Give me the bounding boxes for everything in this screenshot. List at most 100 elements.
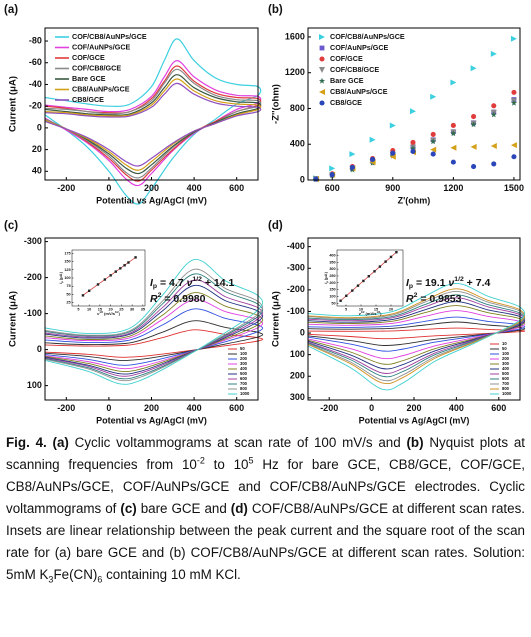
y-tick-label: 350 (329, 260, 335, 264)
cv-curve (44, 268, 264, 382)
label-part: I (150, 277, 154, 289)
inset-point (384, 260, 387, 263)
caption-text: Cyclic voltammograms at scan rate of 100… (68, 435, 407, 450)
x-axis-label: Potential vs Ag/AgCl (mV) (359, 415, 470, 425)
cv-curve (44, 320, 264, 362)
y-tick-label: 100 (64, 276, 70, 280)
marker (349, 151, 356, 158)
legend-label: 600 (240, 376, 248, 381)
x-tick-label: 400 (187, 403, 202, 413)
x-tick-label: 1500 (504, 183, 524, 193)
x-tick-label: 200 (144, 183, 159, 193)
rich-label: ν1/2 (mV/s1/2) (359, 310, 382, 316)
x-tick-label: 15 (98, 308, 102, 312)
marker (490, 111, 497, 118)
y-tick-label: 20 (32, 144, 42, 154)
inset-point (339, 299, 342, 302)
cv-curve (307, 327, 526, 340)
label-part: (mV/s (103, 311, 116, 316)
label-part: = 0.9853 (417, 293, 461, 305)
marker (430, 93, 437, 100)
y-tick-label: 150 (329, 288, 335, 292)
cv-curve (44, 329, 264, 358)
y-tick-label: 100 (27, 380, 42, 390)
label-part: R (406, 293, 414, 305)
y-tick-label: 1200 (285, 67, 305, 77)
cv-curve (44, 279, 264, 377)
marker (510, 99, 518, 106)
marker (319, 56, 325, 62)
label-part: ν (359, 311, 362, 316)
caption-text: Fe(CN) (53, 567, 98, 582)
label-part: + 7.4 (464, 277, 491, 289)
legend-label: COF/CB8/GCE (330, 65, 379, 74)
marker (511, 89, 517, 95)
caption-text: -2 (196, 455, 205, 466)
rich-label: R2 = 0.9980 (150, 292, 206, 304)
caption-text: to 10 (204, 457, 249, 472)
marker (470, 121, 477, 128)
marker (450, 122, 456, 129)
marker (410, 148, 416, 154)
marker (510, 35, 517, 42)
legend-label: 400 (240, 366, 248, 371)
marker (511, 154, 517, 160)
legend-label: CB8/AuNPs/GCE (330, 87, 388, 96)
label-part: p (409, 283, 413, 290)
x-tick-label: 20 (109, 308, 113, 312)
inset-point (127, 261, 130, 264)
marker (430, 131, 436, 137)
y-tick-label: 150 (64, 260, 70, 264)
inset-point (134, 256, 137, 259)
caption-text: containing 10 mM KCl. (102, 567, 241, 582)
marker (470, 65, 477, 72)
label-part: + 14.1 (202, 277, 235, 289)
y-tick-label: 50 (331, 301, 335, 305)
legend-label: 100 (502, 351, 510, 356)
cv-curve (44, 292, 264, 373)
caption-text: 3 (48, 574, 54, 585)
rich-label: Ip = 19.1 ν1/2 + 7.4 (406, 276, 490, 290)
marker (319, 67, 325, 73)
legend-label: 700 (502, 381, 510, 386)
y-tick-label: 200 (290, 371, 305, 381)
y-tick-label: -100 (24, 308, 42, 318)
legend-label: 400 (502, 366, 510, 371)
panel-label: (d) (268, 220, 283, 232)
y-tick-label: 0 (37, 344, 42, 354)
cv-curve (44, 259, 264, 385)
rich-label: Ip (μA) (323, 271, 329, 283)
legend-label: 300 (240, 361, 248, 366)
legend-label: 50 (240, 346, 245, 351)
y-tick-label: -40 (29, 79, 42, 89)
y-tick-label: 40 (32, 166, 42, 176)
x-tick-label: -200 (57, 403, 75, 413)
marker (329, 165, 336, 172)
x-tick-label: 0 (106, 183, 111, 193)
marker (471, 113, 477, 120)
marker (491, 103, 497, 109)
x-tick-label: -200 (320, 403, 338, 413)
inset-point (345, 294, 348, 297)
x-tick-label: 400 (449, 403, 464, 413)
cv-curve (44, 74, 262, 175)
marker (329, 172, 335, 178)
marker (430, 138, 437, 145)
legend-label: CB8/AuNPs/GCE (72, 84, 130, 93)
legend-label: CB8/GCE (330, 98, 362, 107)
label-part: = 19.1 (413, 277, 448, 289)
x-tick-label: 25 (119, 308, 123, 312)
label-part: = 0.9980 (161, 293, 205, 305)
y-tick-label: 0 (37, 122, 42, 132)
label-part: 1/2 (99, 310, 103, 314)
inset-point (367, 275, 370, 278)
inset-point (109, 274, 112, 277)
label-part: p (326, 281, 329, 283)
x-tick-label: -200 (57, 183, 75, 193)
y-tick-label: -300 (287, 263, 305, 273)
label-part: 2 (158, 292, 162, 299)
cv-curve (307, 321, 526, 346)
y-tick-label: 300 (329, 267, 335, 271)
marker (389, 122, 396, 129)
